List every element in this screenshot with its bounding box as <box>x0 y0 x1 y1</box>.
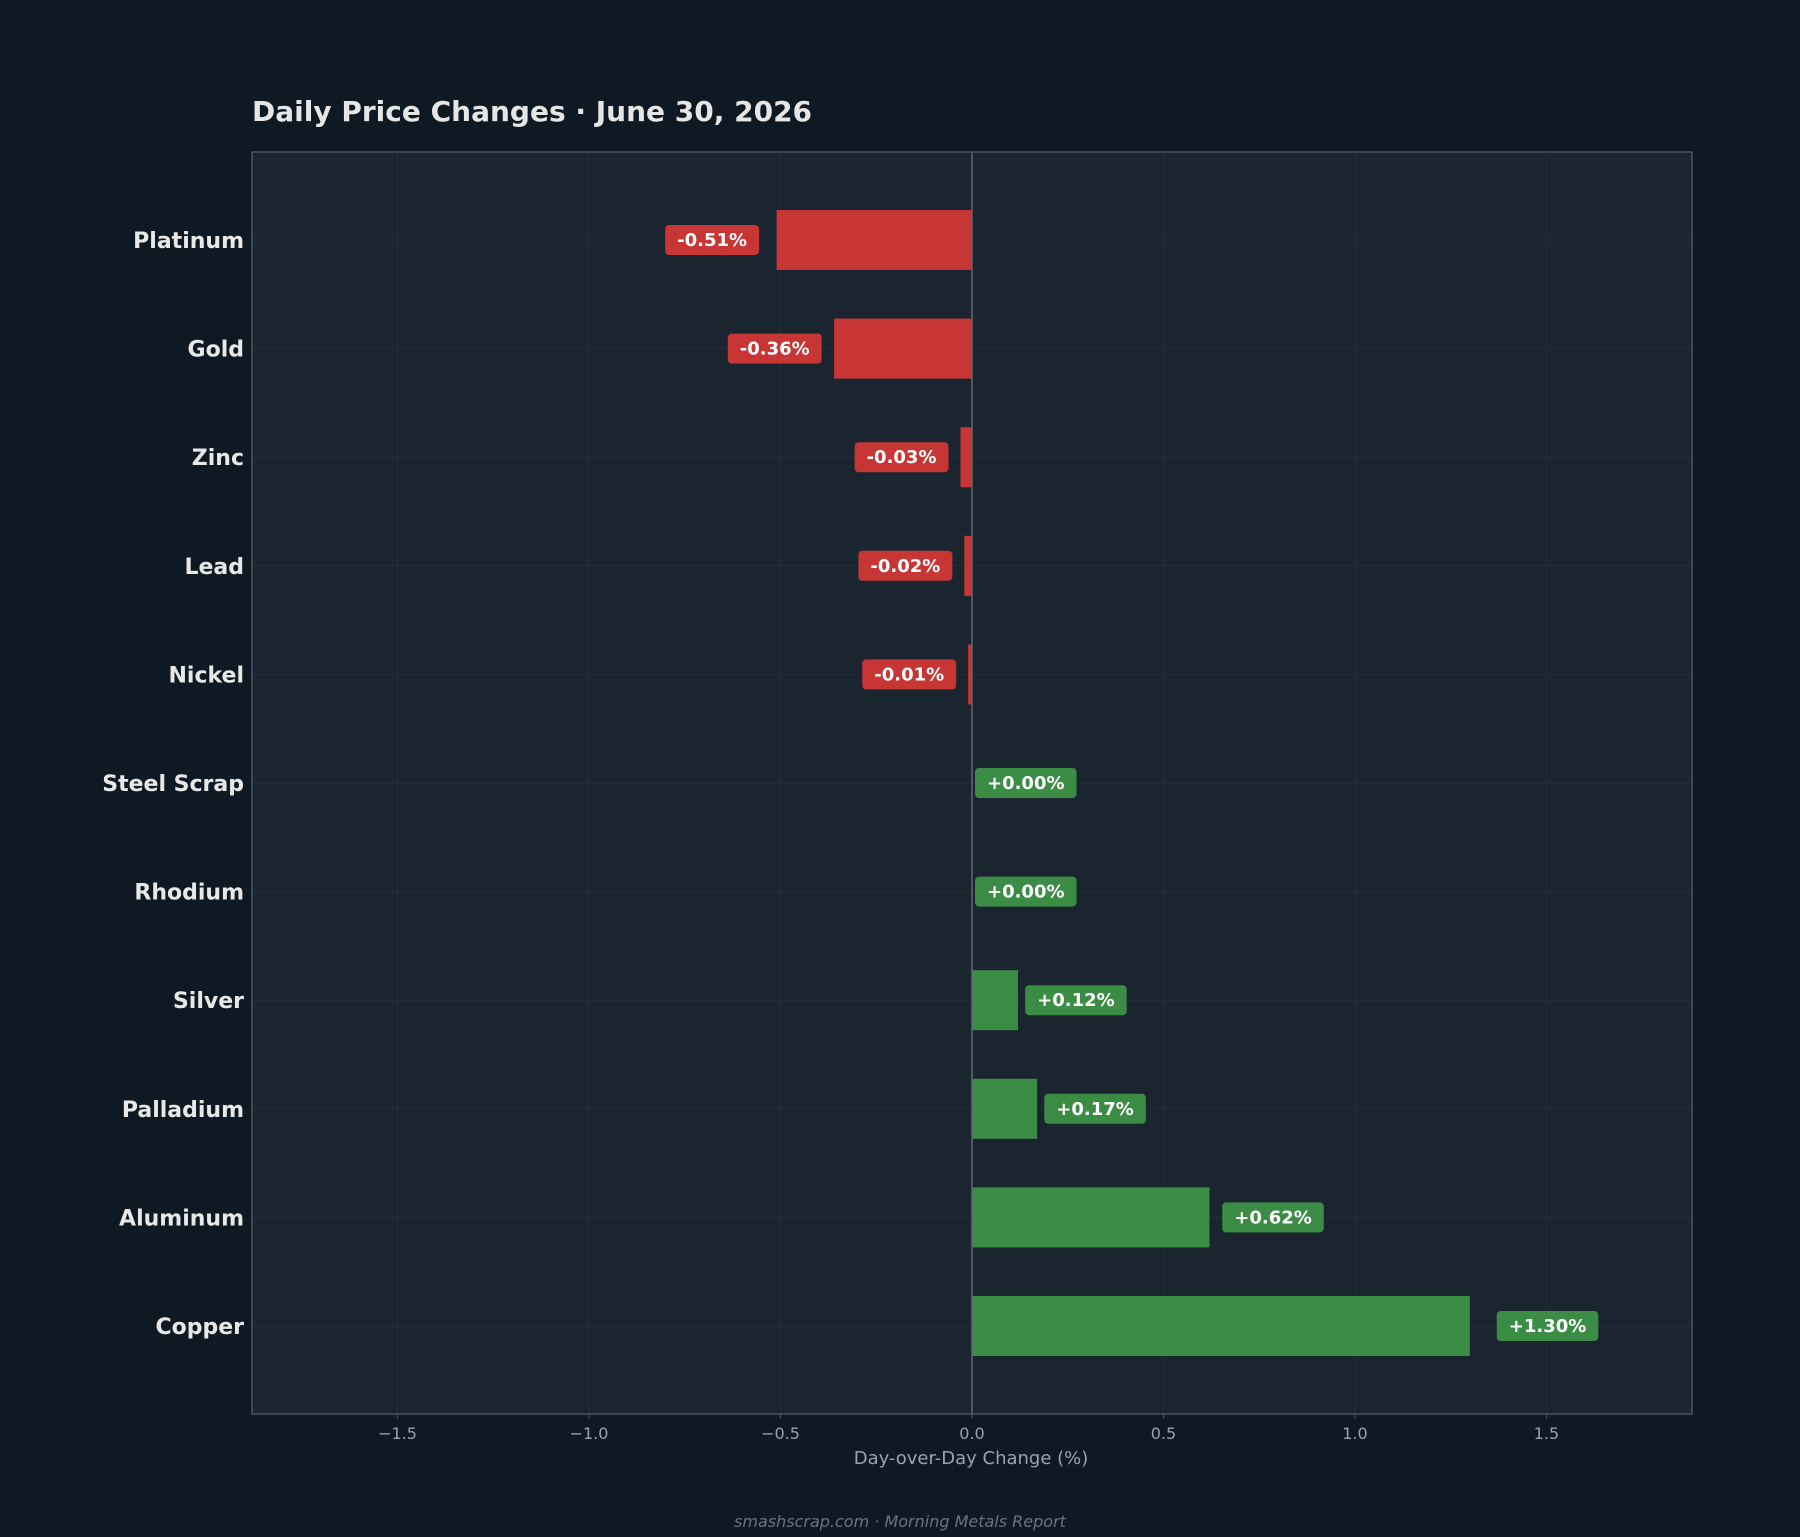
data-label-text: +0.17% <box>1056 1099 1134 1120</box>
category-label: Gold <box>188 338 244 363</box>
data-label: +0.00% <box>975 768 1077 798</box>
x-tick-label: −1.0 <box>570 1424 609 1443</box>
data-label: -0.01% <box>862 659 957 690</box>
data-label: +0.62% <box>1222 1202 1324 1233</box>
data-label: +1.30% <box>1496 1311 1599 1341</box>
data-label-badge <box>727 333 822 364</box>
data-label-text: -0.01% <box>874 664 944 685</box>
data-label-badge <box>862 659 957 690</box>
data-label-text: +0.12% <box>1037 990 1115 1011</box>
data-labels: -0.51% -0.36% -0.03% -0.02% -0.01% +0.00% +0.0… <box>665 225 1599 1341</box>
category-label: Rhodium <box>134 881 244 906</box>
data-label-text: -0.03% <box>867 447 937 468</box>
bar-lead <box>964 535 972 596</box>
bar-silver <box>972 970 1018 1031</box>
x-axis-label: Day-over-Day Change (%) <box>854 1448 1089 1469</box>
x-tick-label: 1.5 <box>1534 1424 1559 1443</box>
category-label: Zinc <box>192 446 244 471</box>
data-label-badge <box>1025 985 1127 1016</box>
data-label-text: +0.00% <box>987 773 1065 794</box>
data-label: -0.51% <box>665 225 760 255</box>
data-label: -0.03% <box>854 442 949 473</box>
data-label-badge <box>1222 1202 1324 1233</box>
data-label-badge <box>854 442 949 473</box>
data-label: +0.17% <box>1044 1093 1146 1124</box>
bar-copper <box>972 1296 1470 1356</box>
data-label-badge <box>1496 1311 1599 1341</box>
x-tick-label: 1.0 <box>1342 1424 1367 1443</box>
x-ticks: −1.5 −1.0 −0.5 0.0 0.5 1.0 1.5 <box>378 1414 1559 1443</box>
data-label-text: +0.00% <box>987 882 1065 903</box>
chart-title: Daily Price Changes · June 30, 2026 <box>252 95 812 128</box>
data-label: +0.12% <box>1025 985 1127 1016</box>
data-label-badge <box>858 550 953 581</box>
plot-border <box>251 151 1693 1415</box>
data-label-badge <box>665 225 760 255</box>
bar-aluminum <box>972 1187 1210 1248</box>
category-label: Copper <box>155 1315 244 1340</box>
bar-palladium <box>972 1078 1038 1139</box>
x-tick-label: 0.5 <box>1151 1424 1176 1443</box>
data-label-text: -0.02% <box>870 556 940 577</box>
data-label-text: -0.51% <box>677 230 747 251</box>
footer-text: smashscrap.com · Morning Metals Report <box>734 1512 1067 1531</box>
category-label: Platinum <box>133 229 244 254</box>
x-tick-label: 0.0 <box>959 1424 984 1443</box>
category-label: Palladium <box>122 1098 244 1123</box>
data-label-text: +1.30% <box>1509 1316 1587 1337</box>
data-label: -0.02% <box>858 550 953 581</box>
bar-platinum <box>776 210 972 270</box>
category-label: Silver <box>173 989 244 1014</box>
category-label: Nickel <box>169 663 245 688</box>
data-label-badge <box>1044 1093 1146 1124</box>
data-label: -0.36% <box>727 333 822 364</box>
category-label: Steel Scrap <box>102 772 244 797</box>
category-label: Lead <box>184 555 244 580</box>
x-tick-label: −1.5 <box>378 1424 417 1443</box>
x-tick-label: −0.5 <box>761 1424 800 1443</box>
category-labels: Platinum Gold Zinc Lead Nickel Steel Scrap Rho… <box>102 229 244 1340</box>
data-label-text: +0.62% <box>1234 1207 1312 1228</box>
category-label: Aluminum <box>119 1206 244 1231</box>
bar-nickel <box>968 644 972 705</box>
bar-gold <box>834 318 972 379</box>
bar-zinc <box>960 427 972 488</box>
data-label: +0.00% <box>975 876 1077 907</box>
data-label-badge <box>975 876 1077 907</box>
bars <box>776 210 1470 1356</box>
data-label-badge <box>975 768 1077 798</box>
data-label-text: -0.36% <box>740 339 810 360</box>
